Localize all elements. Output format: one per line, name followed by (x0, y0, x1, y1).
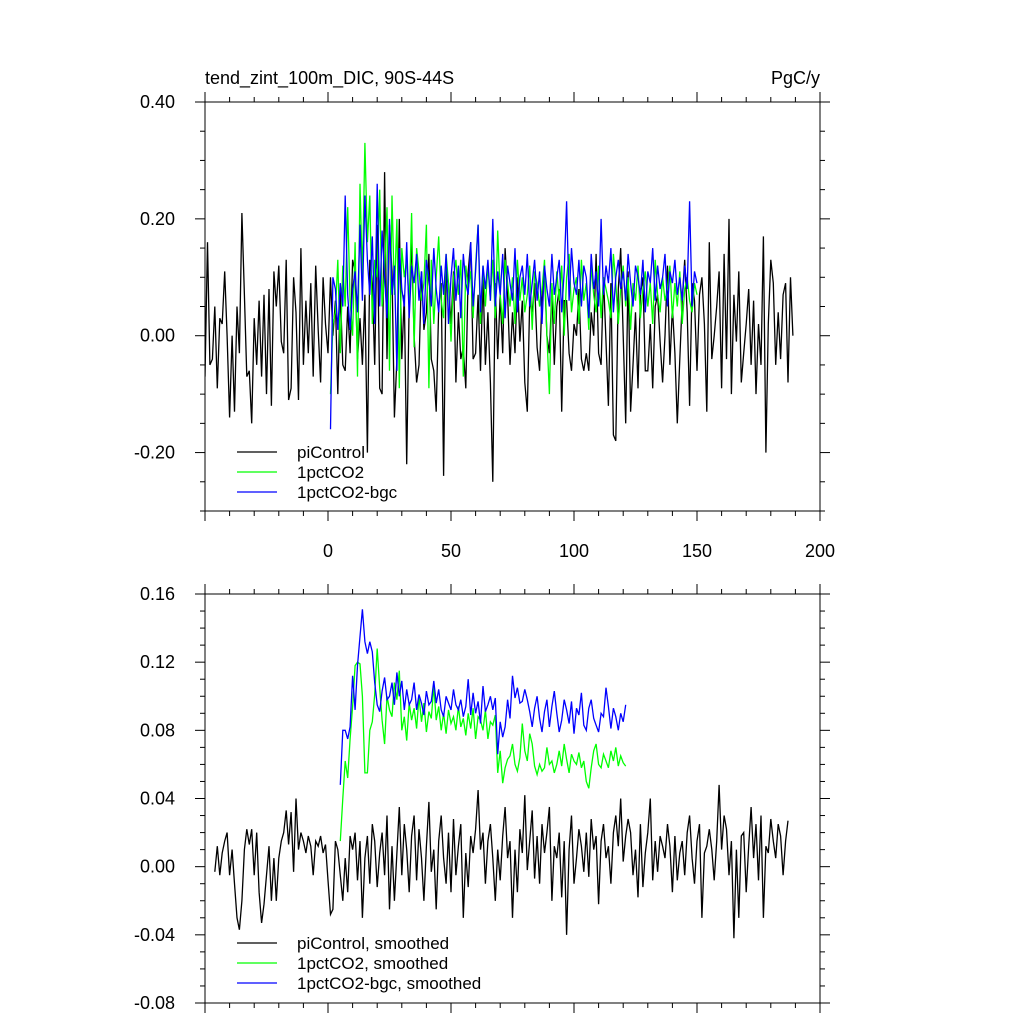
legend-label: piControl, smoothed (297, 934, 449, 953)
y-tick-label: 0.20 (140, 209, 175, 229)
y-tick-label: -0.08 (134, 993, 175, 1013)
y-tick-label: 0.04 (140, 789, 175, 809)
series-line-1pctco2-bgc-smoothed (339, 609, 627, 785)
legend-label: 1pctCO2 (297, 463, 364, 482)
series-line-1pctco2 (329, 142, 698, 395)
y-tick-label: 0.40 (140, 92, 175, 112)
legend-label: piControl (297, 443, 365, 462)
y-tick-label: -0.04 (134, 925, 175, 945)
top-panel: tend_zint_100m_DIC, 90S-44S PgC/y 0 50 100… (134, 68, 835, 561)
legend-label: 1pctCO2-bgc (297, 483, 398, 502)
series-line-1pctco2-smoothed (339, 648, 627, 842)
y-tick-label: 0.08 (140, 720, 175, 740)
top-panel-title: tend_zint_100m_DIC, 90S-44S (205, 68, 454, 89)
bottom-panel: 0.16 0.12 0.08 0.04 0.00 -0.04 -0.08 piControl,… (134, 584, 830, 1013)
series-line-picontrol-smoothed (214, 784, 789, 939)
y-tick-label: 0.16 (140, 584, 175, 604)
y-tick-label: -0.20 (134, 443, 175, 463)
y-tick-label: 0.00 (140, 326, 175, 346)
x-tick-label: 50 (441, 541, 461, 561)
legend-label: 1pctCO2-bgc, smoothed (297, 974, 481, 993)
y-tick-label: 0.12 (140, 652, 175, 672)
x-tick-label: 200 (805, 541, 835, 561)
series-line-1pctco2-bgc (329, 183, 698, 430)
x-tick-label: 150 (682, 541, 712, 561)
series-line-picontrol (205, 172, 794, 482)
x-tick-label: 0 (323, 541, 333, 561)
top-panel-units: PgC/y (771, 68, 820, 88)
legend-label: 1pctCO2, smoothed (297, 954, 448, 973)
x-tick-label: 100 (559, 541, 589, 561)
y-tick-label: 0.00 (140, 857, 175, 877)
